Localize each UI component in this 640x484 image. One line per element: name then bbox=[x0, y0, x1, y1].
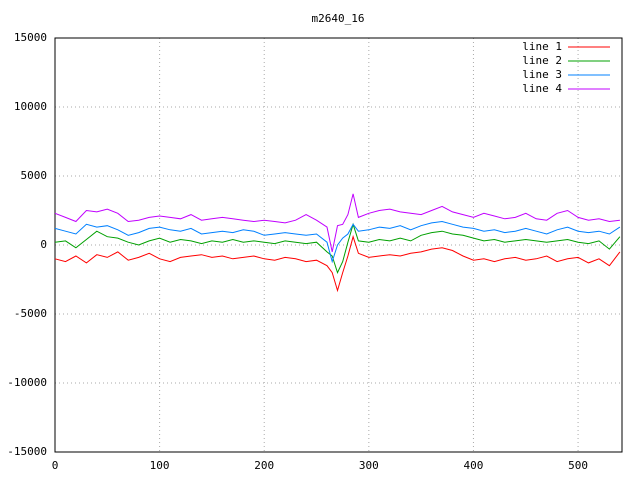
y-tick-label: -10000 bbox=[7, 376, 47, 389]
legend-label: line 2 bbox=[522, 54, 562, 67]
x-tick-label: 300 bbox=[359, 459, 379, 472]
legend-label: line 4 bbox=[522, 82, 562, 95]
x-tick-label: 500 bbox=[568, 459, 588, 472]
x-tick-label: 0 bbox=[52, 459, 59, 472]
y-tick-label: -5000 bbox=[14, 307, 47, 320]
x-tick-label: 200 bbox=[254, 459, 274, 472]
y-tick-label: 5000 bbox=[21, 169, 48, 182]
plot-frame bbox=[54, 37, 623, 453]
y-tick-label: 0 bbox=[40, 238, 47, 251]
legend-label: line 1 bbox=[522, 40, 562, 53]
series-line bbox=[54, 234, 621, 293]
y-tick-label: -15000 bbox=[7, 445, 47, 458]
x-tick-label: 100 bbox=[150, 459, 170, 472]
x-tick-label: 400 bbox=[464, 459, 484, 472]
series-line bbox=[54, 222, 621, 274]
y-tick-label: 15000 bbox=[14, 31, 47, 44]
chart-title: m2640_16 bbox=[312, 12, 365, 25]
y-tick-label: 10000 bbox=[14, 100, 47, 113]
legend-label: line 3 bbox=[522, 68, 562, 81]
series-line bbox=[54, 220, 621, 264]
series-line bbox=[54, 193, 620, 253]
